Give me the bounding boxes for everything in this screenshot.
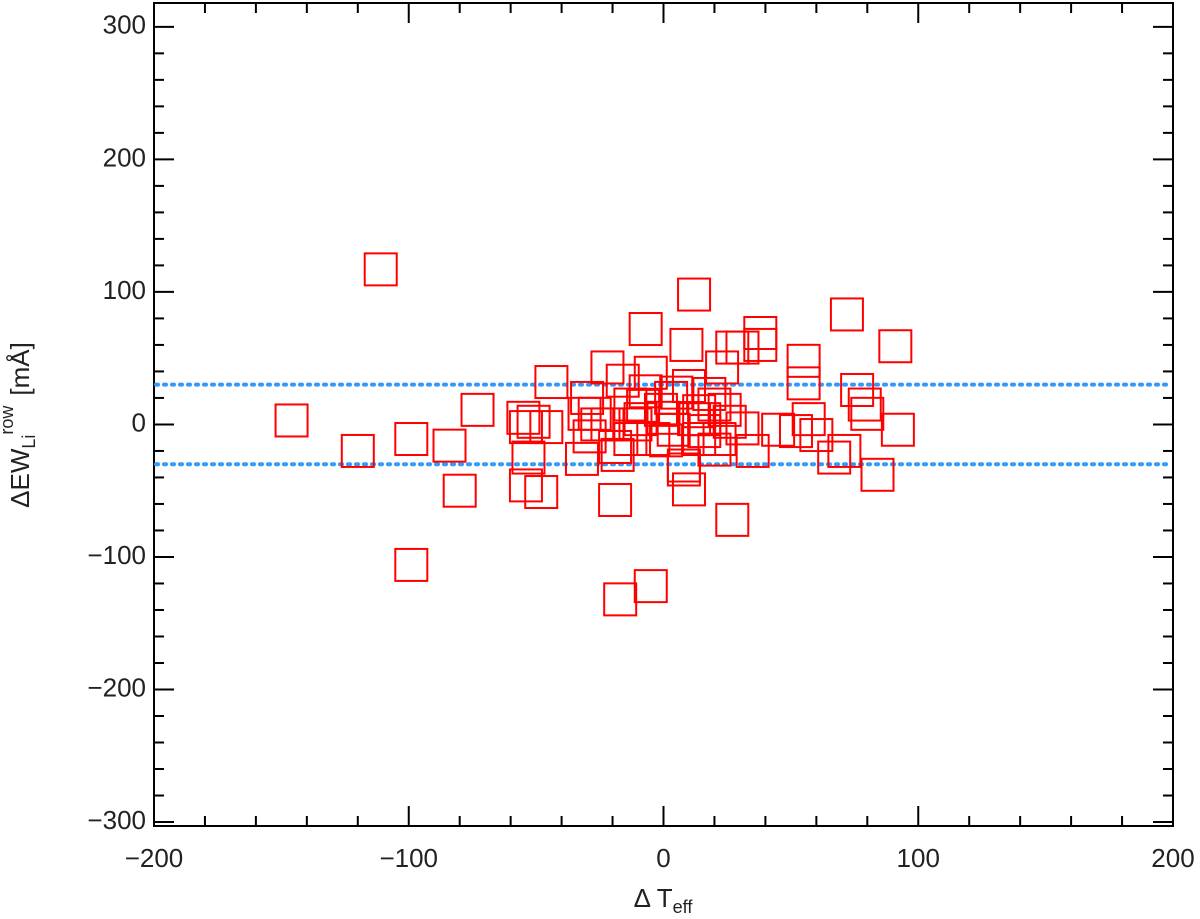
data-point <box>778 414 813 449</box>
data-point <box>671 472 706 507</box>
data-point <box>394 547 429 582</box>
data-point <box>603 582 638 617</box>
data-point <box>827 433 862 468</box>
x-tick-label: 0 <box>656 843 670 873</box>
x-label-sub: eff <box>673 897 694 917</box>
x-tick-label: −100 <box>379 843 438 873</box>
y-axis-label: ΔEWLirow [mÅ] <box>0 342 39 508</box>
data-point <box>633 355 668 390</box>
y-label-main: ΔEW <box>5 448 35 508</box>
data-point <box>524 475 559 510</box>
y-tick-label: 200 <box>103 142 146 172</box>
data-point <box>715 502 750 537</box>
data-point <box>850 396 885 431</box>
data-point <box>605 363 640 398</box>
data-point <box>860 457 895 492</box>
data-point <box>534 365 569 400</box>
y-label-sup: row <box>0 405 17 435</box>
data-point <box>646 400 681 435</box>
x-tick-label: 200 <box>1151 843 1194 873</box>
data-point <box>590 407 625 442</box>
y-tick-label: 100 <box>103 275 146 305</box>
y-tick-label: −200 <box>87 672 146 702</box>
data-point <box>671 369 706 404</box>
data-point <box>666 452 701 487</box>
data-point <box>508 410 543 445</box>
x-tick-label: 100 <box>897 843 940 873</box>
data-point <box>743 315 778 350</box>
x-label-main: Δ T <box>634 883 673 913</box>
data-point <box>460 392 495 427</box>
data-point <box>847 387 882 422</box>
data-point <box>623 402 658 437</box>
y-tick-label: 300 <box>103 10 146 40</box>
data-point <box>712 404 747 439</box>
data-point <box>506 400 541 435</box>
data-point <box>511 440 546 475</box>
data-point <box>669 327 704 362</box>
data-point <box>702 422 737 457</box>
data-point <box>564 441 599 476</box>
y-label-unit: [mÅ] <box>5 342 35 395</box>
data-point <box>840 372 875 407</box>
y-label-sub: Li <box>19 435 39 449</box>
data-point <box>516 404 551 439</box>
data-point <box>626 388 661 423</box>
data-point <box>725 411 760 446</box>
data-point <box>618 407 653 442</box>
data-point <box>363 252 398 287</box>
data-point <box>340 433 375 468</box>
data-point <box>656 412 691 447</box>
y-tick-label: −100 <box>87 540 146 570</box>
data-point <box>432 428 467 463</box>
data-point <box>572 419 607 454</box>
data-point <box>735 433 770 468</box>
data-point <box>817 440 852 475</box>
data-point <box>598 429 633 464</box>
x-tick-label: −200 <box>125 843 184 873</box>
data-point <box>677 277 712 312</box>
data-point <box>878 329 913 364</box>
data-point <box>394 422 429 457</box>
x-axis-label: Δ Teff <box>634 883 694 917</box>
data-point <box>274 403 309 438</box>
y-tick-label: 0 <box>132 407 146 437</box>
data-point <box>705 350 740 385</box>
data-point <box>598 482 633 517</box>
data-point <box>761 412 796 447</box>
data-point <box>529 410 564 445</box>
data-point <box>442 473 477 508</box>
data-point <box>628 312 663 347</box>
y-tick-label: −300 <box>87 805 146 835</box>
data-point <box>880 412 915 447</box>
data-point <box>577 396 612 431</box>
data-point <box>786 343 821 378</box>
data-point <box>633 569 668 604</box>
data-point <box>786 366 821 401</box>
data-point <box>829 297 864 332</box>
data-point <box>725 330 760 365</box>
data-point <box>692 376 727 411</box>
data-point <box>659 375 694 410</box>
data-point <box>636 422 671 457</box>
